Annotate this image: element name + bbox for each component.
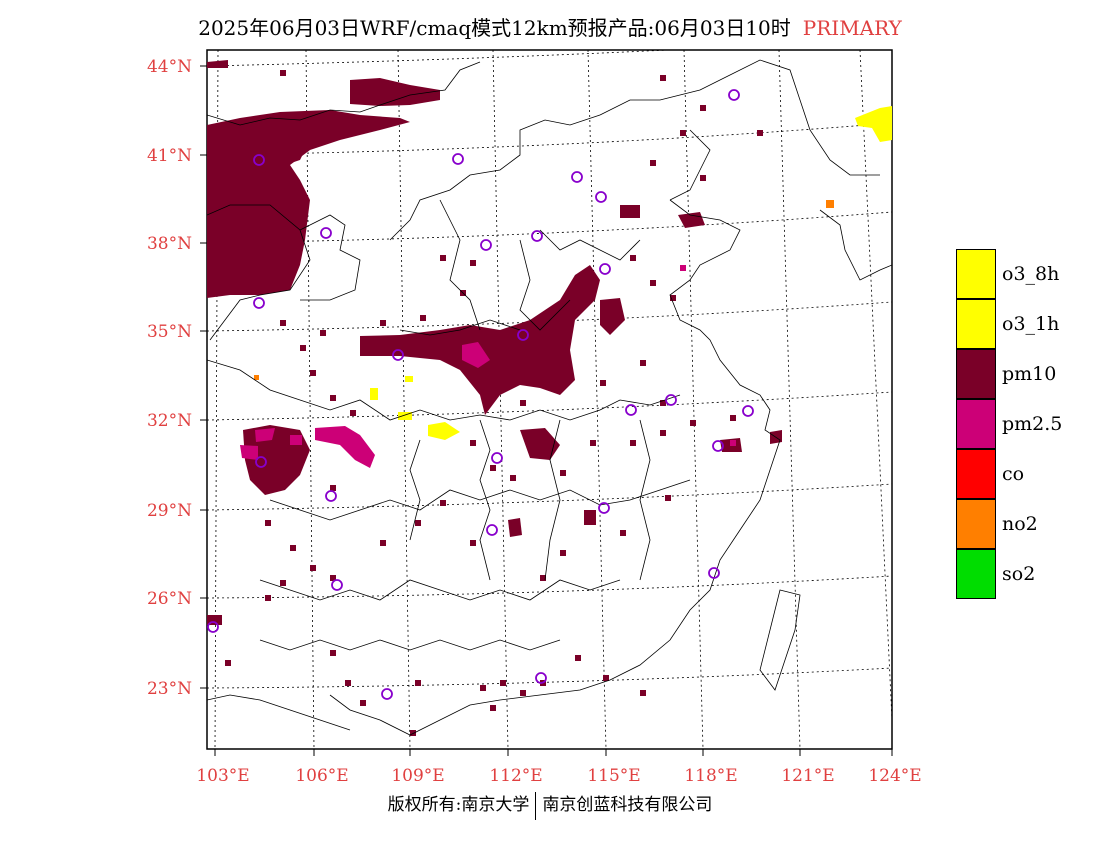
legend-label-no2: no2 <box>1002 513 1038 535</box>
legend-swatch-co <box>956 449 996 499</box>
lat-label-23: 23°N <box>147 679 192 699</box>
legend-swatch-o3-8h <box>956 249 996 299</box>
legend-label-co: co <box>1002 463 1025 485</box>
lat-label-29: 29°N <box>147 501 192 521</box>
lon-label-109: 109°E <box>391 766 444 786</box>
lat-label-44: 44°N <box>147 57 192 77</box>
lon-label-115: 115°E <box>587 766 640 786</box>
pm10-scatter <box>225 70 763 736</box>
station-markers <box>207 89 754 700</box>
lat-label-32: 32°N <box>147 411 192 431</box>
lon-ticks <box>214 749 893 756</box>
lon-label-124: 124°E <box>868 766 921 786</box>
legend-swatch-no2 <box>956 499 996 549</box>
lat-label-35: 35°N <box>147 322 192 342</box>
legend-label-pm10: pm10 <box>1002 363 1057 385</box>
o3-areas <box>370 106 892 440</box>
map-title-tag: PRIMARY <box>802 16 902 40</box>
lat-label-41: 41°N <box>147 146 192 166</box>
legend-label-pm25: pm2.5 <box>1002 413 1063 435</box>
map-title: 2025年06月03日WRF/cmaq模式12km预报产品:06月03日10时 P… <box>0 12 1100 41</box>
map-title-main: 2025年06月03日WRF/cmaq模式12km预报产品:06月03日10时 <box>198 16 791 40</box>
lon-labels: 103°E 106°E 109°E 112°E 115°E 118°E 121°… <box>196 766 921 786</box>
lon-label-118: 118°E <box>684 766 737 786</box>
legend-swatch-pm10 <box>956 349 996 399</box>
copyright-footer: 版权所有:南京大学 南京创蓝科技有限公司 <box>0 790 1100 820</box>
lat-label-38: 38°N <box>147 234 192 254</box>
no2-spots <box>254 200 834 380</box>
footer-left: 版权所有:南京大学 <box>387 795 530 815</box>
lat-label-26: 26°N <box>147 589 192 609</box>
legend-swatch-o3-1h <box>956 299 996 349</box>
lon-label-106: 106°E <box>295 766 348 786</box>
footer-right: 南京创蓝科技有限公司 <box>542 795 713 815</box>
lat-ticks <box>200 65 207 689</box>
lat-labels: 44°N 41°N 38°N 35°N 32°N 29°N 26°N 23°N <box>147 57 192 699</box>
borders <box>207 59 892 736</box>
map-frame <box>206 49 893 750</box>
legend-label-o3-1h: o3_1h <box>1002 313 1060 335</box>
legend-label-so2: so2 <box>1002 563 1036 585</box>
legend-swatch-pm25 <box>956 399 996 449</box>
lon-label-121: 121°E <box>781 766 834 786</box>
legend-swatch-so2 <box>956 549 996 599</box>
lon-label-112: 112°E <box>489 766 542 786</box>
legend-label-o3-8h: o3_8h <box>1002 263 1060 285</box>
lon-label-103: 103°E <box>196 766 249 786</box>
pm25-areas <box>240 265 736 468</box>
footer-separator <box>535 791 537 820</box>
